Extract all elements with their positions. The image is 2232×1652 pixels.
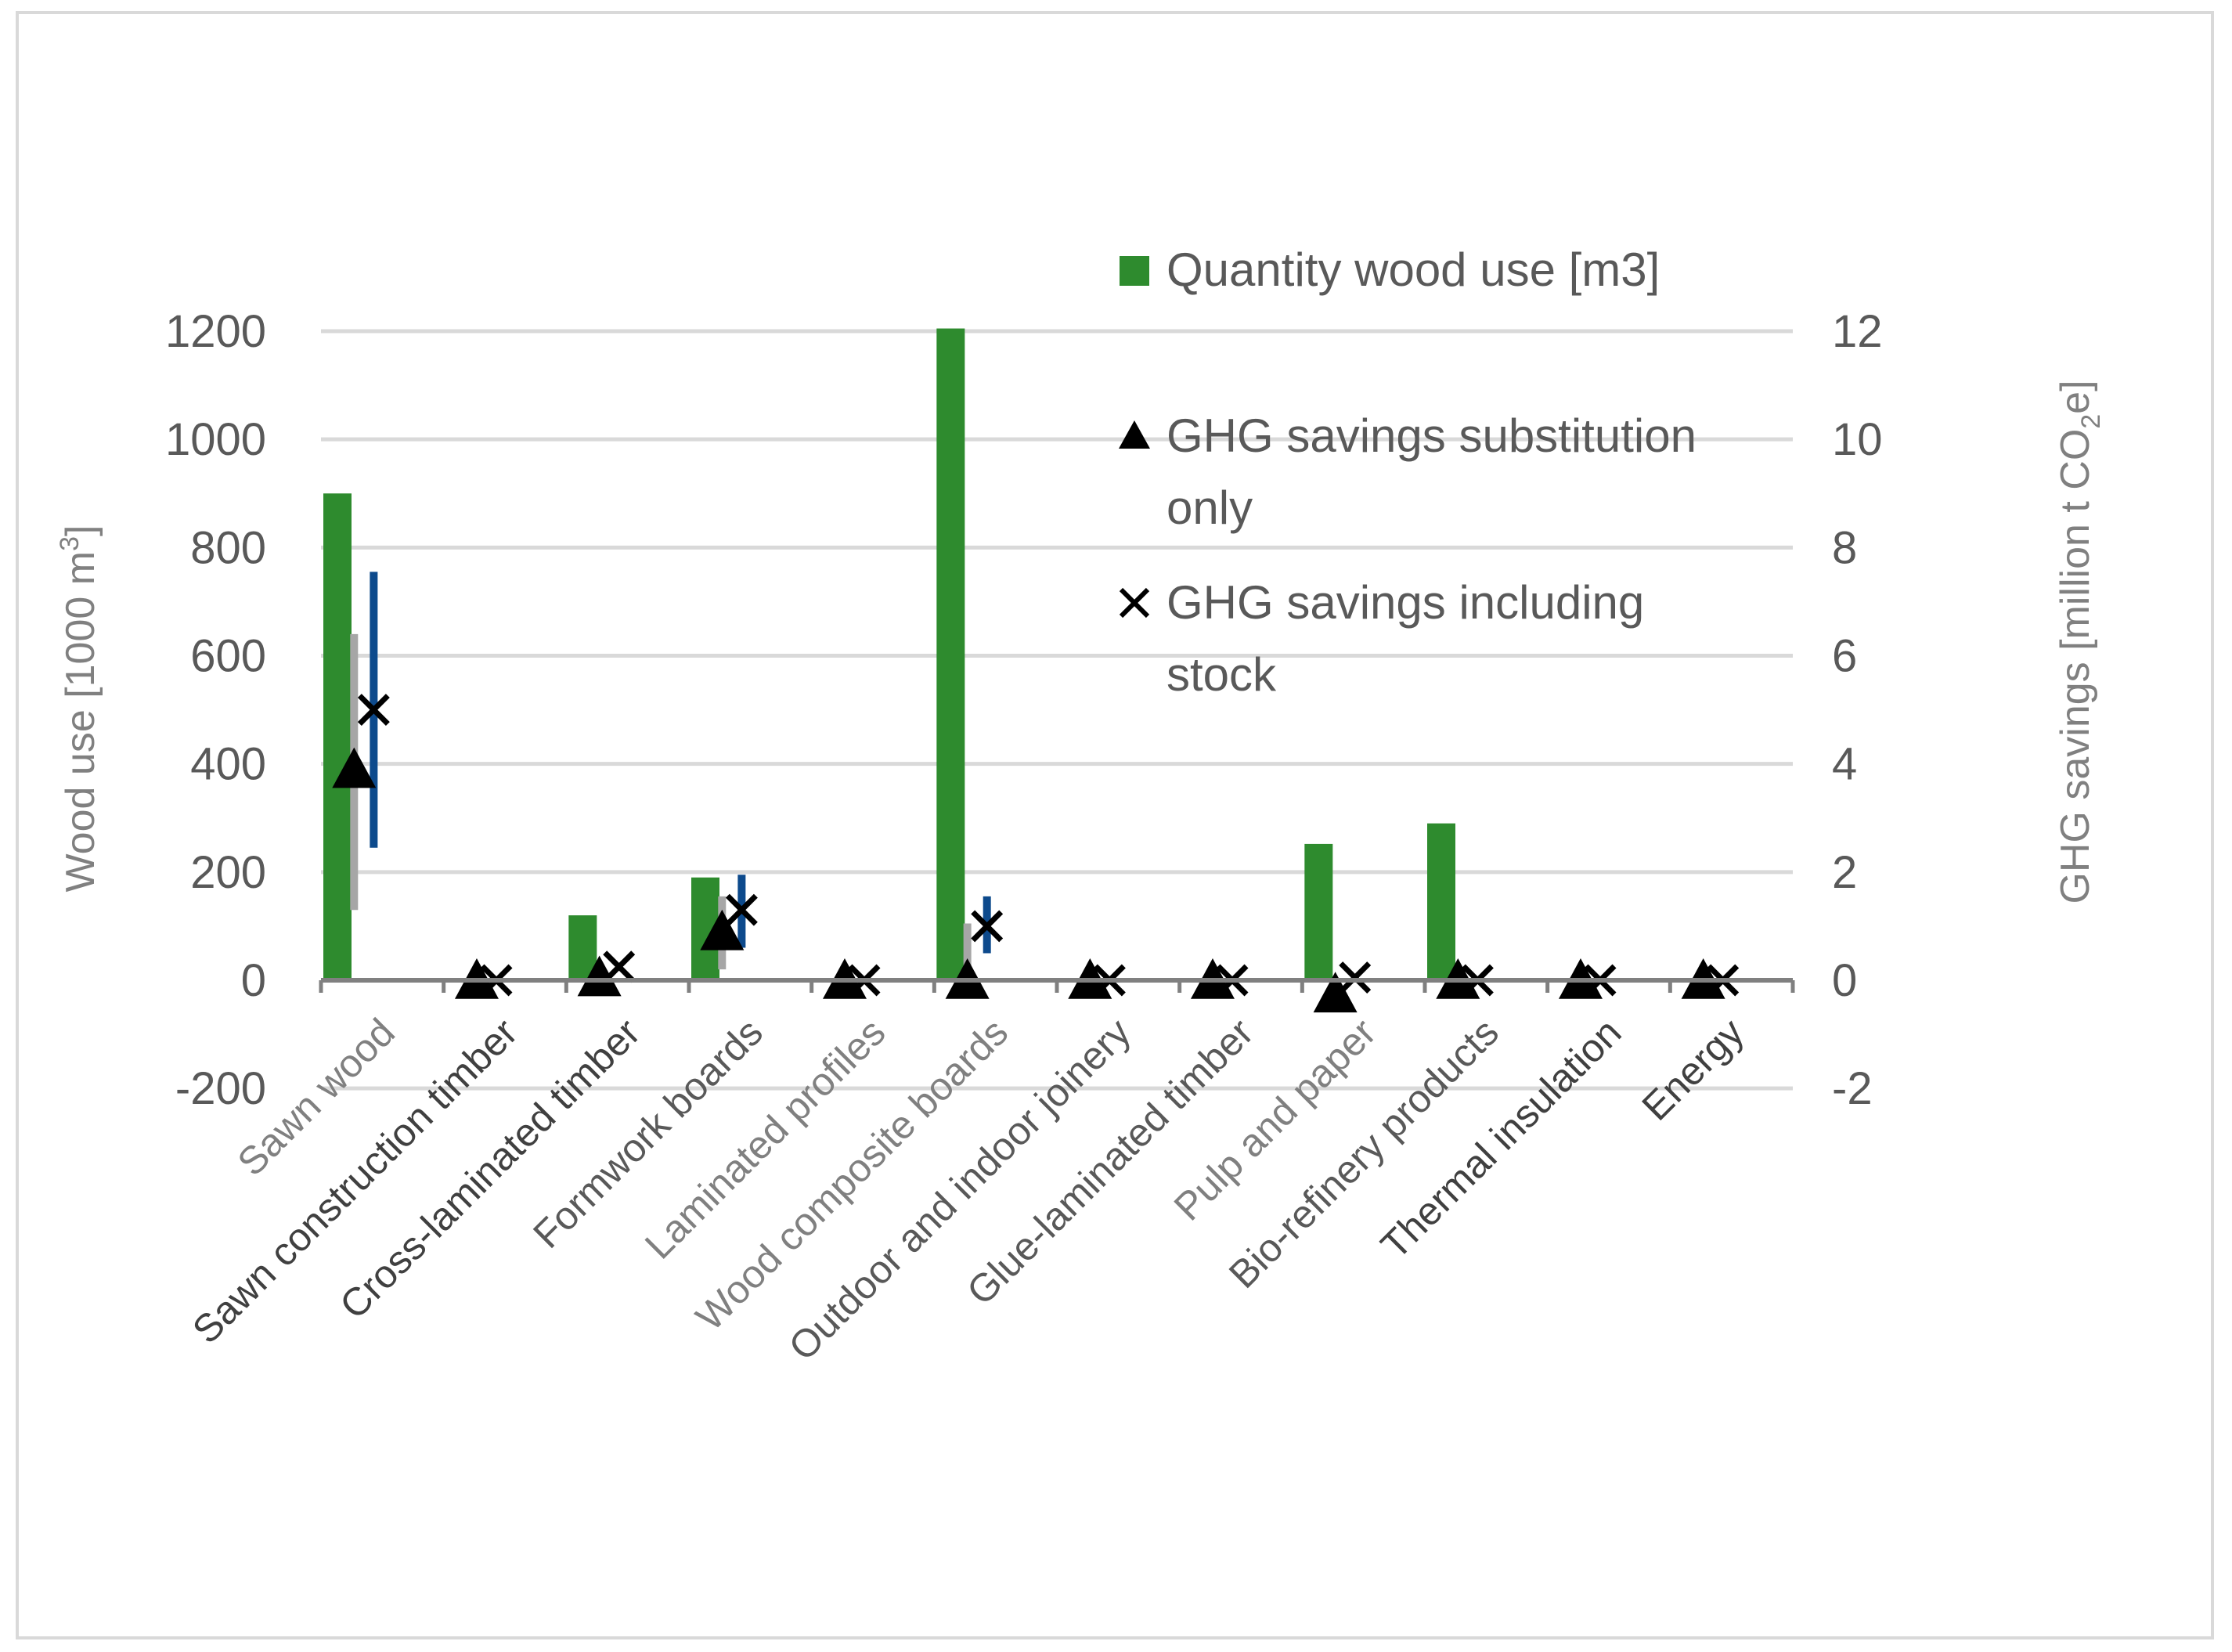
y-left-tick-label: 0 xyxy=(241,955,266,1006)
x-marker xyxy=(603,950,636,983)
triangle-marker xyxy=(1313,972,1358,1013)
y-right-tick-label: 0 xyxy=(1832,955,1857,1006)
gridlines xyxy=(321,329,1793,1091)
y-left-tick-label: 400 xyxy=(190,739,266,790)
bar xyxy=(323,493,352,980)
legend-entry: GHG savings substitution only xyxy=(1119,409,1697,534)
bar xyxy=(1304,843,1333,980)
y-axis-left-title: Wood use [1000 m3] xyxy=(55,525,103,893)
y-right-tick-label: 4 xyxy=(1832,739,1857,790)
legend-label: GHG savings including xyxy=(1166,576,1644,629)
legend-label: only xyxy=(1166,482,1253,534)
y-right-tick-label: 6 xyxy=(1832,631,1857,682)
x-marker xyxy=(1339,961,1372,994)
y-right-tick-label: 8 xyxy=(1832,522,1857,573)
right-y-axis: -2 0 2 4 6 8 10 12 xyxy=(1832,306,1883,1114)
legend-triangle-icon xyxy=(1119,420,1150,449)
legend: Quantity wood use [m3] GHG savings substi… xyxy=(1119,243,1697,701)
legend-label: Quantity wood use [m3] xyxy=(1166,243,1660,296)
y-left-tick-label: 1000 xyxy=(165,414,266,465)
x-category-label: Laminated profiles xyxy=(636,1010,894,1268)
legend-entry: GHG savings including stock xyxy=(1119,576,1644,701)
y-right-tick-label: 12 xyxy=(1832,306,1883,357)
y-left-tick-label: -200 xyxy=(175,1063,266,1114)
y-left-tick-label: 800 xyxy=(190,522,266,573)
x-category-label: Formwork boards xyxy=(525,1010,771,1257)
y-right-tick-label: 2 xyxy=(1832,847,1857,898)
y-right-tick-label: -2 xyxy=(1832,1063,1873,1114)
legend-entry: Quantity wood use [m3] xyxy=(1120,243,1660,296)
x-marker xyxy=(357,694,390,727)
x-category-label: Thermal insulation xyxy=(1372,1010,1629,1267)
y-left-tick-label: 200 xyxy=(190,847,266,898)
x-category-label: Energy xyxy=(1634,1010,1753,1129)
y-left-tick-label: 1200 xyxy=(165,306,266,357)
legend-x-icon xyxy=(1119,587,1150,619)
left-y-axis: -200 0 200 400 600 800 1000 1200 xyxy=(165,306,266,1114)
triangle-marker xyxy=(577,955,622,997)
chart-frame xyxy=(16,11,2214,1639)
y-axis-right-title: GHG savings [million t CO2e] xyxy=(2053,380,2106,904)
plot-area xyxy=(323,328,1740,1013)
legend-label: GHG savings substitution xyxy=(1166,409,1697,462)
bar xyxy=(936,328,965,980)
bar xyxy=(1427,823,1455,980)
x-marker xyxy=(971,910,1004,943)
x-marker xyxy=(725,893,758,926)
triangle-marker xyxy=(332,747,377,788)
y-left-tick-label: 600 xyxy=(190,631,266,682)
triangle-marker xyxy=(700,909,745,950)
legend-square-icon xyxy=(1120,256,1149,286)
legend-label: stock xyxy=(1166,648,1277,701)
y-right-tick-label: 10 xyxy=(1832,414,1883,465)
